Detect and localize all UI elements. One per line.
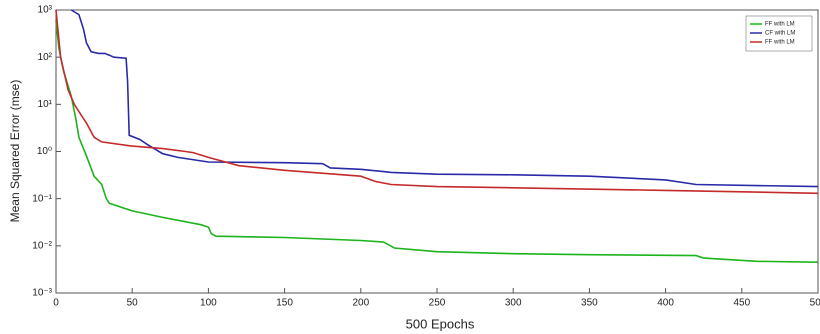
y-tick-label: 10¹ bbox=[38, 99, 53, 110]
x-axis-label: 500 Epochs bbox=[406, 316, 475, 331]
y-tick-label: 10⁰ bbox=[37, 146, 52, 157]
x-tick-label: 200 bbox=[352, 298, 369, 309]
x-tick-label: 50 bbox=[127, 298, 139, 309]
x-tick-label: 100 bbox=[200, 298, 217, 309]
x-tick-label: 250 bbox=[429, 298, 446, 309]
legend-box bbox=[745, 15, 813, 52]
x-tick-label: 0 bbox=[53, 298, 59, 309]
x-tick-label: 400 bbox=[657, 298, 674, 309]
line bbox=[70, 9, 819, 188]
legend-label: CF with LM bbox=[765, 31, 795, 37]
y-tick-label: 10⁻² bbox=[32, 240, 52, 251]
x-tick-label: 350 bbox=[581, 298, 598, 309]
x-tick-label: 500 bbox=[810, 298, 820, 309]
x-tick-label: 450 bbox=[733, 298, 750, 309]
line bbox=[55, 20, 819, 263]
plot-frame bbox=[55, 9, 819, 294]
legend-label: FF with LM bbox=[765, 22, 795, 28]
y-tick-label: 10⁻³ bbox=[32, 288, 52, 299]
y-tick-label: 10⁻¹ bbox=[32, 193, 52, 204]
line bbox=[55, 9, 819, 195]
legend-label: FF with LM bbox=[765, 40, 795, 46]
x-tick-label: 300 bbox=[505, 298, 522, 309]
y-tick-label: 10³ bbox=[38, 5, 53, 16]
y-tick-label: 10² bbox=[38, 52, 53, 63]
y-axis-label: Mean Squared Error (mse) bbox=[8, 80, 22, 223]
x-tick-label: 150 bbox=[276, 298, 293, 309]
